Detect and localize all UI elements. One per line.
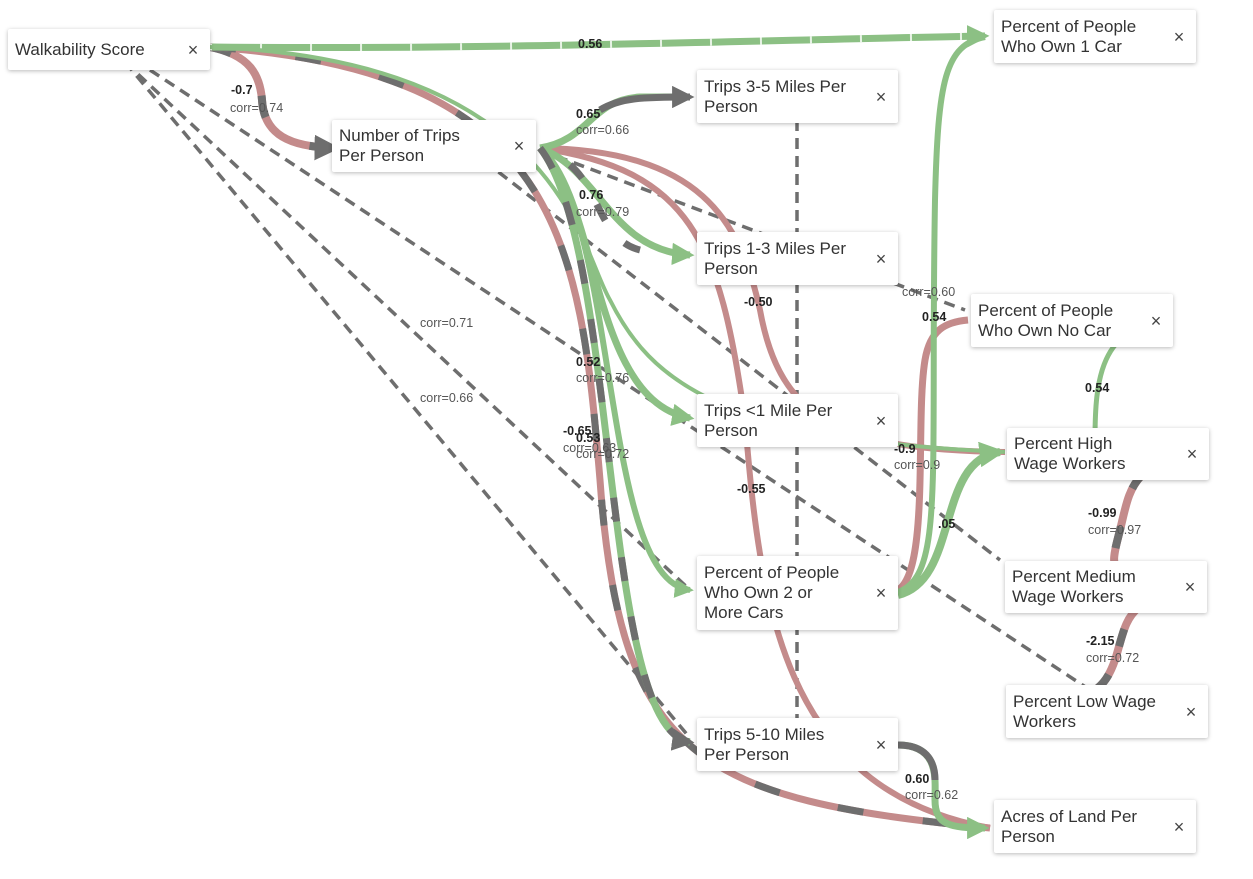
edge-coef-trips-to-3-5: 0.65 <box>576 107 600 121</box>
edge-corr-trips-to-5-10: corr=0.72 <box>576 447 629 461</box>
edge-line-trips-to-2cars[interactable] <box>537 145 694 598</box>
edge-line-2cars-to-nocar[interactable] <box>895 316 969 593</box>
edge-line-walk-to-2cars[interactable] <box>123 60 692 592</box>
node-high-wage-workers[interactable]: Percent High Wage Workers × <box>1007 428 1209 480</box>
edge-line-2cars-to-high[interactable] <box>896 441 1006 599</box>
node-label: Walkability Score <box>15 39 145 59</box>
node-label: Trips <1 Mile Per Person <box>704 400 833 440</box>
edge-corr-high-to-medium: corr=0.97 <box>1088 523 1141 537</box>
edge-coef-trips-to-high: -0.50 <box>744 295 773 309</box>
node-label: Percent of People Who Own 1 Car <box>1001 16 1137 56</box>
close-icon[interactable]: × <box>875 410 887 431</box>
edge-coef-walk-to-trips: -0.7 <box>231 83 253 97</box>
edge-line-walk-to-low[interactable] <box>149 68 1091 692</box>
edge-coef-high-to-nocar: 0.54 <box>1085 381 1109 395</box>
node-trips-3-5-miles[interactable]: Trips 3-5 Miles Per Person × <box>697 70 898 123</box>
node-number-of-trips-per-person[interactable]: Number of Trips Per Person × <box>332 120 536 172</box>
node-medium-wage-workers[interactable]: Percent Medium Wage Workers × <box>1005 561 1207 613</box>
edge-coef-lt1-to-high: -0.9 <box>894 442 916 456</box>
edge-corr-walk-to-2cars: corr=0.71 <box>420 316 473 330</box>
edge-corr-lt1-to-high: corr=0.9 <box>894 458 940 472</box>
node-own-no-car[interactable]: Percent of People Who Own No Car × <box>971 294 1173 347</box>
node-label: Percent of People Who Own 2 or More Cars <box>704 563 840 622</box>
close-icon[interactable]: × <box>1173 26 1185 47</box>
edge-corr-walk-to-5-10: corr=0.66 <box>420 391 473 405</box>
edge-corr-walk-to-trips: corr=0.74 <box>230 101 283 115</box>
edge-coef-trips-to-1-3: 0.76 <box>579 188 603 202</box>
close-icon[interactable]: × <box>513 136 525 156</box>
node-trips-1-3-miles[interactable]: Trips 1-3 Miles Per Person × <box>697 232 898 285</box>
edge-coef-walk-to-1car: 0.56 <box>578 37 602 51</box>
edge-labels: 0.56 -0.7 corr=0.74 0.65 corr=0.66 0.76 … <box>230 37 1141 802</box>
edge-coef-trips-to-lt1: 0.52 <box>576 355 600 369</box>
edge-corr-medium-to-low: corr=0.72 <box>1086 651 1139 665</box>
node-label: Number of Trips Per Person <box>339 126 460 165</box>
correlation-lines <box>123 60 1091 740</box>
close-icon[interactable]: × <box>1185 701 1197 722</box>
edge-corr-5-10-to-acres: corr=0.62 <box>905 788 958 802</box>
node-label: Trips 5-10 Miles Per Person <box>704 724 825 764</box>
edge-coef-medium-to-low: -2.15 <box>1086 634 1115 648</box>
edge-coef-high-to-medium: -0.99 <box>1088 506 1117 520</box>
edge-line-walk-to-5-10[interactable] <box>123 60 692 740</box>
node-label: Percent Medium Wage Workers <box>1012 567 1136 606</box>
edge-coef-trips-to-acres: -0.65 <box>563 424 592 438</box>
close-icon[interactable]: × <box>875 86 887 107</box>
close-icon[interactable]: × <box>875 583 887 603</box>
node-label: Trips 1-3 Miles Per Person <box>704 238 847 278</box>
close-icon[interactable]: × <box>1184 577 1196 597</box>
node-own-1-car[interactable]: Percent of People Who Own 1 Car × <box>994 10 1196 63</box>
node-label: Acres of Land Per Person <box>1001 806 1138 846</box>
edge-corr-trips-to-1-3: corr=0.79 <box>576 205 629 219</box>
edge-corr-trips-to-3-5: corr=0.66 <box>576 123 629 137</box>
edge-line-walk-to-1car[interactable] <box>209 25 990 52</box>
edge-coef-trips-to-5-10: 0.53 <box>576 431 600 445</box>
node-trips-lt-1-mile[interactable]: Trips <1 Mile Per Person × <box>697 394 898 447</box>
close-icon[interactable]: × <box>875 248 887 269</box>
edge-line-trips-to-1-3[interactable] <box>538 144 695 266</box>
edge-coef-2cars-to-high: .05 <box>938 517 955 531</box>
edge-line-2cars-to-1car[interactable] <box>896 34 986 595</box>
node-label: Percent High Wage Workers <box>1014 434 1126 473</box>
close-icon[interactable]: × <box>1150 310 1162 331</box>
close-icon[interactable]: × <box>875 734 887 755</box>
positive-edges <box>209 25 1171 840</box>
edge-coef-walk-to-acres: -0.55 <box>737 482 766 496</box>
close-icon[interactable]: × <box>1186 444 1198 464</box>
edge-corr-trips-to-nocar: corr=0.60 <box>902 285 955 299</box>
close-icon[interactable]: × <box>1173 816 1185 837</box>
edge-corr-trips-to-lt1: corr=0.76 <box>576 371 629 385</box>
node-label: Percent of People Who Own No Car <box>978 300 1114 340</box>
edge-line-trips-to-medium[interactable] <box>468 148 1002 562</box>
edge-coef-5-10-to-acres: 0.60 <box>905 772 929 786</box>
node-walkability-score[interactable]: Walkability Score × <box>8 29 210 70</box>
node-trips-5-10-miles[interactable]: Trips 5-10 Miles Per Person × <box>697 718 898 771</box>
node-own-2-or-more-cars[interactable]: Percent of People Who Own 2 or More Cars… <box>697 556 898 630</box>
edge-corr-trips-to-acres: corr=0.63 <box>563 441 616 455</box>
close-icon[interactable]: × <box>187 39 199 60</box>
edge-coef-2cars-to-nocar: 0.54 <box>922 310 946 324</box>
node-low-wage-workers[interactable]: Percent Low Wage Workers × <box>1006 685 1208 738</box>
node-label: Percent Low Wage Workers <box>1013 691 1156 731</box>
edge-line-5-10-to-acres[interactable] <box>897 741 990 840</box>
node-acres-of-land-per-person[interactable]: Acres of Land Per Person × <box>994 800 1196 853</box>
node-label: Trips 3-5 Miles Per Person <box>704 76 847 116</box>
